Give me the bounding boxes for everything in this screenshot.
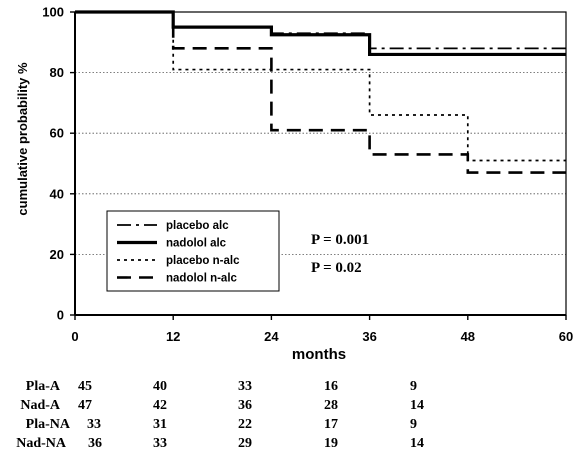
legend-box	[106, 210, 280, 292]
risk-cell: 28	[324, 398, 338, 413]
risk-cell: 36	[238, 398, 252, 413]
risk-row-label: Nad-A	[20, 398, 61, 413]
p-value-annotation-2: P = 0.02	[311, 260, 362, 276]
legend-label: placebo n-alc	[166, 255, 240, 267]
legend-label: placebo alc	[166, 220, 229, 232]
legend: placebo alc nadolol alc placebo n-alc nadol…	[106, 210, 280, 292]
risk-cell: 29	[238, 436, 252, 451]
risk-cell: 9	[410, 379, 417, 394]
risk-cell: 36	[88, 436, 102, 451]
y-tick-labels: 0 20 40 60 80 100	[42, 5, 64, 323]
axes	[70, 11, 567, 320]
risk-table: Pla-A 45 40 33 16 9 Nad-A 47 42 36 28 14 Pla-NA 33 31 2…	[16, 379, 424, 451]
x-tick-label: 12	[166, 329, 180, 344]
risk-row-label: Pla-NA	[26, 417, 71, 432]
risk-row-label: Pla-A	[26, 379, 61, 394]
x-tick-label: 60	[559, 329, 573, 344]
y-axis-title: cumulative probability %	[15, 62, 30, 216]
risk-cell: 19	[324, 436, 338, 451]
risk-cell: 16	[324, 379, 338, 394]
x-axis-title: months	[292, 346, 346, 363]
risk-cell: 31	[153, 417, 167, 432]
risk-cell: 33	[153, 436, 167, 451]
y-tick-label: 80	[50, 65, 64, 80]
x-tick-label: 24	[264, 329, 279, 344]
series-line-4	[75, 10, 566, 174]
x-tick-label: 0	[71, 329, 78, 344]
x-tick-label: 36	[362, 329, 376, 344]
risk-cell: 9	[410, 417, 417, 432]
series-line-1	[75, 11, 566, 50]
y-tick-label: 60	[50, 126, 64, 141]
x-tick-labels: 0 12 24 36 48 60	[71, 329, 573, 344]
risk-row-label: Nad-NA	[16, 436, 67, 451]
p-value-annotation-1: P = 0.001	[311, 232, 369, 248]
series-line-3	[75, 11, 566, 162]
risk-cell: 14	[410, 398, 424, 413]
y-tick-label: 100	[42, 5, 64, 20]
risk-cell: 45	[78, 379, 92, 394]
risk-cell: 14	[410, 436, 424, 451]
risk-cell: 33	[87, 417, 101, 432]
risk-cell: 47	[78, 398, 92, 413]
series-lines	[75, 10, 566, 174]
y-tick-label: 0	[57, 308, 64, 323]
legend-label: nadolol alc	[166, 238, 227, 250]
x-tick-label: 48	[461, 329, 475, 344]
legend-label: nadolol n-alc	[166, 273, 238, 285]
y-tick-label: 20	[50, 247, 64, 262]
risk-cell: 40	[153, 379, 167, 394]
risk-cell: 33	[238, 379, 252, 394]
y-tick-label: 40	[50, 186, 64, 201]
risk-cell: 17	[324, 417, 338, 432]
risk-cell: 42	[153, 398, 167, 413]
risk-cell: 22	[238, 417, 252, 432]
